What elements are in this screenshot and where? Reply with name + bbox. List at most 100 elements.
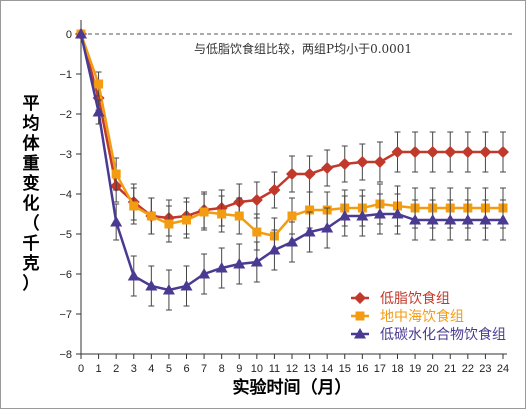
data-point-square	[305, 205, 315, 215]
data-point-triangle	[286, 236, 298, 247]
data-point-square	[287, 211, 297, 221]
data-point-triangle	[233, 258, 246, 269]
data-point-triangle	[321, 222, 334, 233]
x-tick-label: 1	[96, 363, 102, 375]
series-2	[75, 28, 509, 311]
x-tick-label: 8	[219, 363, 225, 375]
data-point-diamond	[426, 146, 439, 158]
x-tick-label: 10	[251, 363, 263, 375]
y-axis-title-char: 平	[23, 94, 40, 114]
x-tick-label: 22	[462, 363, 474, 375]
data-point-diamond	[338, 158, 351, 170]
data-point-triangle	[356, 210, 369, 221]
data-point-triangle	[354, 328, 366, 339]
y-axis-title-char: （	[23, 213, 40, 234]
axes: 0−1−2−3−4−5−6−7−80 1 2 3 4 5 6 7 8 9 10 11 12 13 14 15 1…	[59, 20, 509, 375]
data-point-triangle	[110, 216, 123, 227]
data-point-diamond	[391, 146, 404, 158]
legend-label: 低脂饮食组	[380, 290, 450, 307]
data-point-triangle	[497, 214, 509, 225]
x-tick-label: 14	[321, 363, 333, 375]
x-tick-label: 12	[286, 363, 298, 375]
data-point-triangle	[303, 226, 316, 237]
data-point-triangle	[373, 208, 386, 219]
data-point-square	[164, 219, 174, 229]
data-point-triangle	[198, 268, 211, 279]
x-tick-label: 15	[339, 363, 351, 375]
data-point-square	[199, 207, 209, 217]
y-tick-label: −5	[59, 229, 72, 241]
y-tick-label: −3	[59, 149, 72, 161]
data-point-triangle	[180, 280, 193, 291]
y-tick-label: −7	[59, 309, 72, 321]
data-point-diamond	[479, 146, 492, 158]
legend-label: 地中海饮食组	[380, 308, 464, 325]
data-point-diamond	[373, 156, 386, 168]
data-point-diamond	[409, 146, 422, 158]
data-point-triangle	[127, 270, 140, 281]
x-tick-label: 17	[374, 363, 386, 375]
data-point-triangle	[391, 208, 404, 219]
y-tick-label: −1	[59, 69, 72, 81]
x-tick-label: 20	[427, 363, 439, 375]
x-tick-label: 13	[303, 363, 315, 375]
data-point-square	[252, 227, 262, 237]
x-tick-label: 24	[497, 363, 509, 375]
y-tick-label: −6	[59, 269, 72, 281]
data-point-square	[111, 169, 121, 179]
x-tick-label: 0	[78, 363, 84, 375]
data-point-triangle	[461, 214, 474, 225]
data-point-square	[217, 209, 227, 219]
data-point-diamond	[444, 146, 457, 158]
data-point-square	[129, 201, 139, 211]
x-tick-label: 3	[131, 363, 137, 375]
x-tick-label: 23	[479, 363, 491, 375]
data-point-square	[146, 211, 156, 221]
data-point-diamond	[321, 162, 334, 174]
data-point-diamond	[303, 168, 316, 180]
data-point-diamond	[268, 184, 281, 196]
data-point-triangle	[162, 284, 175, 295]
data-point-triangle	[92, 106, 105, 117]
data-point-triangle	[409, 214, 422, 225]
x-axis-title: 实验时间（月）	[233, 377, 352, 398]
series-layer	[75, 28, 509, 311]
data-point-triangle	[268, 244, 281, 255]
significance-annotation: 与低脂饮食组比较，两组P均小于0.0001	[194, 41, 412, 56]
y-tick-label: −4	[59, 189, 72, 201]
y-axis-title-char: 重	[23, 153, 40, 174]
x-tick-label: 7	[201, 363, 207, 375]
data-point-diamond	[286, 168, 298, 180]
x-tick-label: 2	[113, 363, 119, 375]
x-tick-label: 18	[391, 363, 403, 375]
x-tick-label: 4	[148, 363, 154, 375]
data-point-diamond	[497, 146, 509, 158]
data-point-square	[234, 211, 244, 221]
data-point-diamond	[356, 156, 369, 168]
data-point-diamond	[461, 146, 474, 158]
x-tick-label: 5	[166, 363, 172, 375]
y-axis-title-char: 体	[23, 133, 41, 154]
x-tick-label: 21	[444, 363, 456, 375]
y-axis-title-char: 变	[23, 173, 40, 194]
data-point-triangle	[145, 280, 158, 291]
data-point-diamond	[354, 292, 366, 304]
y-tick-label: 0	[66, 29, 72, 41]
y-axis-title-char: 千	[23, 234, 40, 254]
y-axis-title-char: ）	[23, 273, 40, 294]
data-point-triangle	[215, 262, 228, 273]
y-tick-label: −8	[59, 349, 72, 361]
data-point-triangle	[444, 214, 457, 225]
data-point-square	[355, 311, 365, 321]
x-tick-label: 11	[269, 363, 280, 375]
x-tick-label: 16	[356, 363, 368, 375]
legend-label: 低碳水化合物饮食组	[380, 326, 506, 343]
data-point-square	[182, 215, 191, 225]
y-axis-title-char: 均	[23, 113, 40, 134]
data-point-triangle	[75, 28, 87, 39]
y-axis-title-char: 化	[23, 193, 40, 214]
